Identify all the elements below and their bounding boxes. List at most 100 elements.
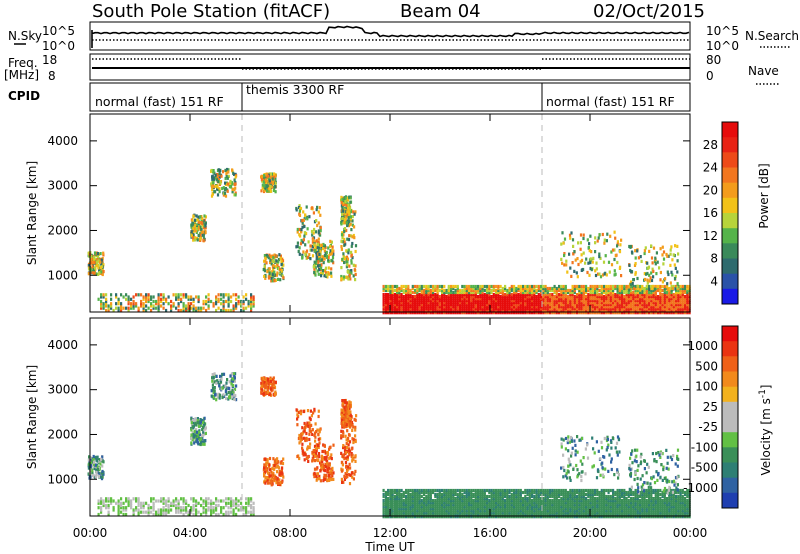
data-cell — [110, 297, 113, 301]
data-cell — [549, 293, 552, 297]
data-cell — [230, 299, 233, 304]
data-cell — [508, 303, 511, 307]
data-cell — [443, 503, 446, 507]
data-cell — [438, 488, 441, 493]
data-cell — [425, 297, 428, 301]
data-cell — [384, 288, 387, 293]
data-cell — [463, 494, 466, 499]
y-tick-label: 3000 — [47, 179, 78, 193]
data-cell — [621, 301, 624, 305]
data-cell — [533, 513, 536, 517]
data-cell — [330, 274, 333, 278]
data-cell — [483, 299, 486, 303]
data-cell — [663, 309, 666, 313]
data-cell — [585, 307, 588, 311]
data-cell — [167, 302, 170, 306]
data-cell — [627, 290, 630, 295]
data-cell — [654, 311, 657, 315]
data-cell — [486, 497, 489, 501]
data-cell — [522, 297, 525, 301]
data-cell — [555, 511, 558, 515]
data-cell — [670, 311, 673, 315]
data-cell — [418, 492, 421, 497]
data-cell — [443, 305, 446, 309]
data-cell — [95, 272, 98, 276]
data-cell — [100, 299, 103, 304]
data-cell — [393, 303, 396, 307]
data-cell — [513, 501, 516, 505]
data-cell — [528, 513, 531, 517]
data-cell — [352, 210, 355, 214]
data-cell — [578, 303, 581, 307]
data-cell — [210, 182, 213, 186]
data-cell — [99, 258, 102, 262]
data-cell — [190, 306, 193, 310]
data-cell — [663, 293, 666, 297]
data-cell — [587, 492, 590, 497]
data-cell — [630, 492, 633, 497]
data-cell — [616, 303, 619, 307]
data-cell — [669, 248, 672, 252]
data-cell — [269, 172, 273, 176]
data-cell — [218, 179, 221, 184]
data-cell — [409, 295, 412, 299]
data-cell — [342, 277, 345, 281]
data-cell — [506, 288, 509, 293]
data-cell — [578, 307, 581, 311]
data-cell — [495, 505, 498, 509]
data-cell — [531, 305, 534, 309]
data-cell — [612, 301, 615, 305]
data-cell — [542, 511, 545, 515]
data-cell — [569, 297, 572, 301]
data-cell — [506, 297, 509, 301]
data-cell — [477, 507, 480, 511]
data-cell — [614, 511, 617, 515]
data-cell — [630, 488, 633, 493]
data-cell — [137, 293, 140, 297]
data-cell — [222, 302, 225, 306]
data-cell — [594, 507, 597, 511]
data-cell — [486, 284, 489, 289]
data-cell — [600, 507, 603, 511]
data-cell — [605, 494, 608, 499]
data-cell — [571, 290, 574, 295]
data-cell — [429, 499, 432, 503]
data-cell — [522, 490, 525, 495]
data-cell — [555, 494, 558, 499]
data-cell — [414, 494, 417, 499]
data-cell — [598, 288, 601, 293]
data-cell — [452, 284, 455, 289]
data-cell — [90, 256, 93, 261]
data-cell — [346, 210, 349, 214]
data-cell — [324, 266, 328, 270]
data-cell — [625, 288, 628, 293]
data-cell — [591, 509, 594, 513]
data-cell — [643, 297, 646, 301]
data-cell — [472, 290, 475, 295]
data-cell — [616, 295, 619, 299]
data-cell — [519, 284, 522, 289]
data-cell — [555, 286, 558, 291]
data-cell — [519, 505, 522, 509]
data-cell — [443, 513, 446, 517]
data-cell — [614, 503, 617, 507]
data-cell — [515, 301, 518, 305]
data-cell — [396, 509, 399, 513]
data-cell — [686, 284, 689, 289]
freq-tick-low: 8 — [48, 69, 56, 83]
data-cell — [315, 256, 318, 260]
data-cell — [574, 258, 577, 262]
colorbar-swatch — [722, 122, 738, 138]
data-cell — [423, 284, 426, 289]
data-cell — [432, 490, 435, 495]
data-cell — [202, 219, 205, 223]
data-cell — [434, 286, 437, 291]
data-cell — [517, 497, 520, 501]
data-cell — [645, 301, 648, 305]
data-cell — [425, 286, 428, 291]
data-cell — [623, 301, 626, 305]
data-cell — [508, 501, 511, 505]
data-cell — [616, 505, 619, 509]
data-cell — [432, 511, 435, 515]
data-cell — [586, 238, 589, 242]
